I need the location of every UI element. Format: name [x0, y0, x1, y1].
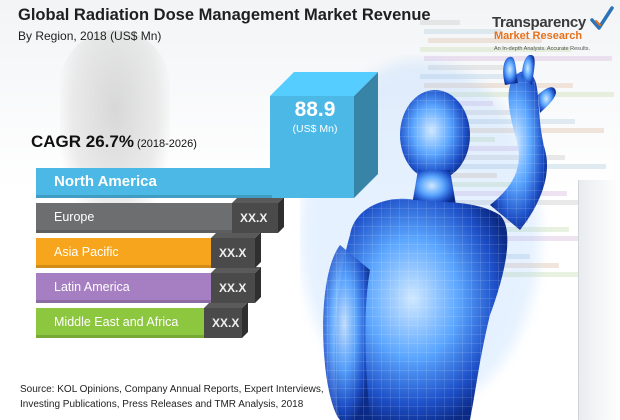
bar-value-label: XX.X — [219, 246, 247, 260]
bar-value-tab-top-1 — [232, 197, 284, 203]
highlight-value: 88.9 — [294, 98, 336, 121]
cagr-annotation: CAGR 26.7% (2018-2026) — [31, 132, 197, 152]
bar-value-tab-2 — [211, 238, 255, 268]
background-bar — [428, 38, 542, 43]
background-bar — [424, 29, 501, 34]
source-line-1: Source: KOL Opinions, Company Annual Rep… — [20, 384, 324, 395]
bar-shadow-3 — [36, 300, 211, 303]
bar-category-label: Europe — [54, 210, 95, 224]
bar-shadow-4 — [36, 335, 204, 338]
bar-value-tab-side-3 — [255, 267, 261, 303]
bar-shadow-0 — [36, 195, 272, 198]
bar-value-tab-top-2 — [211, 232, 261, 238]
company-logo: Transparency Market Research An In-depth… — [492, 6, 616, 76]
bar-value-label: XX.X — [219, 281, 247, 295]
background-bar — [420, 74, 532, 79]
bar-category-label: Latin America — [54, 280, 130, 294]
cagr-years: (2018-2026) — [136, 138, 197, 150]
source-line-2: Investing Publications, Press Releases a… — [20, 399, 304, 410]
bar-middle-east-and-africa — [36, 308, 204, 338]
bar-latin-america — [36, 273, 211, 303]
chart-subtitle: By Region, 2018 (US$ Mn) — [18, 29, 162, 43]
logo-tagline: An In-depth Analysis. Accurate Results. — [494, 46, 590, 52]
bar-side-north-america — [354, 72, 378, 198]
background-bar — [420, 20, 460, 25]
background-bar — [420, 47, 571, 52]
bar-value-tab-top-4 — [204, 302, 248, 308]
bar-shadow-2 — [36, 265, 211, 268]
doctor-image — [578, 180, 620, 420]
background-bar — [428, 65, 503, 70]
bar-north-america — [36, 168, 272, 198]
bar-value-tab-side-2 — [255, 232, 261, 268]
bar-value-label: XX.X — [212, 316, 240, 330]
bar-shadow-1 — [36, 230, 232, 233]
logo-name: Transparency — [492, 14, 586, 31]
bar-category-label: Middle East and Africa — [54, 315, 179, 329]
bar-value-tab-1 — [232, 203, 278, 233]
bar-value-tab-top-3 — [211, 267, 261, 273]
bar-europe — [36, 203, 232, 233]
highlight-value-box: 88.9 (US$ Mn) — [281, 98, 349, 135]
bar-value-label: XX.X — [240, 211, 268, 225]
background-bar — [424, 56, 612, 61]
source-note: Source: KOL Opinions, Company Annual Rep… — [20, 382, 380, 412]
bar-category-label: North America — [54, 173, 157, 190]
background-bar — [424, 83, 573, 88]
cagr-value: CAGR 26.7% — [31, 132, 134, 151]
bar-value-tab-4 — [204, 308, 242, 338]
bar-category-label: Asia Pacific — [54, 245, 119, 259]
checkmark-icon — [590, 6, 614, 30]
bar-asia-pacific — [36, 238, 211, 268]
chart-title: Global Radiation Dose Management Market … — [18, 6, 431, 24]
bar-value-tab-side-4 — [242, 302, 248, 338]
bar-column-north-america — [270, 96, 354, 198]
bar-value-tab-3 — [211, 273, 255, 303]
bar-value-tab-side-1 — [278, 197, 284, 233]
logo-name-secondary: Market Research — [494, 30, 583, 42]
bar-top-north-america — [270, 72, 378, 96]
highlight-unit: (US$ Mn) — [292, 123, 338, 135]
